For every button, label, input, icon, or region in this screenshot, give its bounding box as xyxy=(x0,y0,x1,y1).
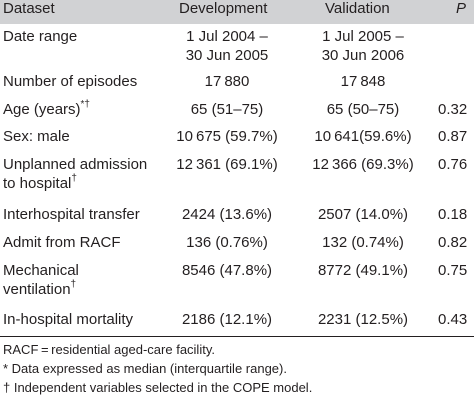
row-label: Age (years)*† xyxy=(3,99,90,119)
p-value: 0.82 xyxy=(438,234,468,251)
validation-value: 2507 (14.0%) xyxy=(317,206,409,223)
validation-value: 17 848 xyxy=(340,73,386,90)
development-value: 10 675 (59.7%) xyxy=(176,128,278,145)
row-label: Date range xyxy=(3,28,78,45)
footnote-racf: RACF = residential aged-care facility. xyxy=(3,342,215,357)
development-value: 136 (0.76%) xyxy=(186,234,268,251)
footnote-median: * Data expressed as median (interquartil… xyxy=(3,361,287,376)
footnote-mark: † xyxy=(71,173,77,184)
footnote-mark: † xyxy=(70,279,77,290)
validation-value: 10 641(59.6%) xyxy=(314,128,412,145)
table-header: Dataset Development Validation P xyxy=(0,0,474,24)
validation-value: 8772 (49.1%) xyxy=(317,262,409,279)
row-label: Mechanical xyxy=(3,262,79,279)
row-label: Admit from RACF xyxy=(3,234,121,251)
development-value-line2: 30 Jun 2005 xyxy=(185,47,269,64)
development-value: 12 361 (69.1%) xyxy=(176,156,278,173)
p-value: 0.18 xyxy=(438,206,468,223)
footnote-mark: *† xyxy=(80,99,90,110)
header-p: P xyxy=(456,0,467,17)
row-label: In-hospital mortality xyxy=(3,311,134,328)
validation-value: 12 366 (69.3%) xyxy=(312,156,414,173)
row-label-text: Age (years) xyxy=(3,101,81,118)
validation-value: 2231 (12.5%) xyxy=(317,311,409,328)
row-label: Number of episodes xyxy=(3,73,138,90)
development-value: 65 (51–75) xyxy=(190,101,264,118)
validation-value: 1 Jul 2005 – xyxy=(322,28,404,45)
row-label-text: to hospital xyxy=(3,175,72,192)
validation-value-line2: 30 Jun 2006 xyxy=(321,47,405,64)
development-value: 1 Jul 2004 – xyxy=(186,28,268,45)
row-label: Unplanned admission xyxy=(3,156,148,173)
development-value: 2424 (13.6%) xyxy=(181,206,273,223)
validation-value: 65 (50–75) xyxy=(326,101,400,118)
p-value: 0.32 xyxy=(438,101,468,118)
development-value: 8546 (47.8%) xyxy=(181,262,273,279)
header-development: Development xyxy=(179,0,268,17)
header-dataset: Dataset xyxy=(3,0,55,17)
validation-value: 132 (0.74%) xyxy=(322,234,404,251)
p-value: 0.75 xyxy=(438,262,468,279)
development-value: 17 880 xyxy=(204,73,250,90)
header-validation: Validation xyxy=(325,0,390,17)
row-label: Interhospital transfer xyxy=(3,206,140,223)
row-label-line2: to hospital† xyxy=(3,173,77,193)
p-value: 0.87 xyxy=(438,128,468,145)
p-value: 0.76 xyxy=(438,156,468,173)
row-label-line2: ventilation† xyxy=(3,279,77,299)
p-value: 0.43 xyxy=(438,311,468,328)
footnote-cope: † Independent variables selected in the … xyxy=(3,380,313,395)
row-label: Sex: male xyxy=(3,128,70,145)
development-value: 2186 (12.1%) xyxy=(181,311,273,328)
table-bottom-rule xyxy=(0,336,474,337)
row-label-text: ventilation xyxy=(3,281,71,298)
